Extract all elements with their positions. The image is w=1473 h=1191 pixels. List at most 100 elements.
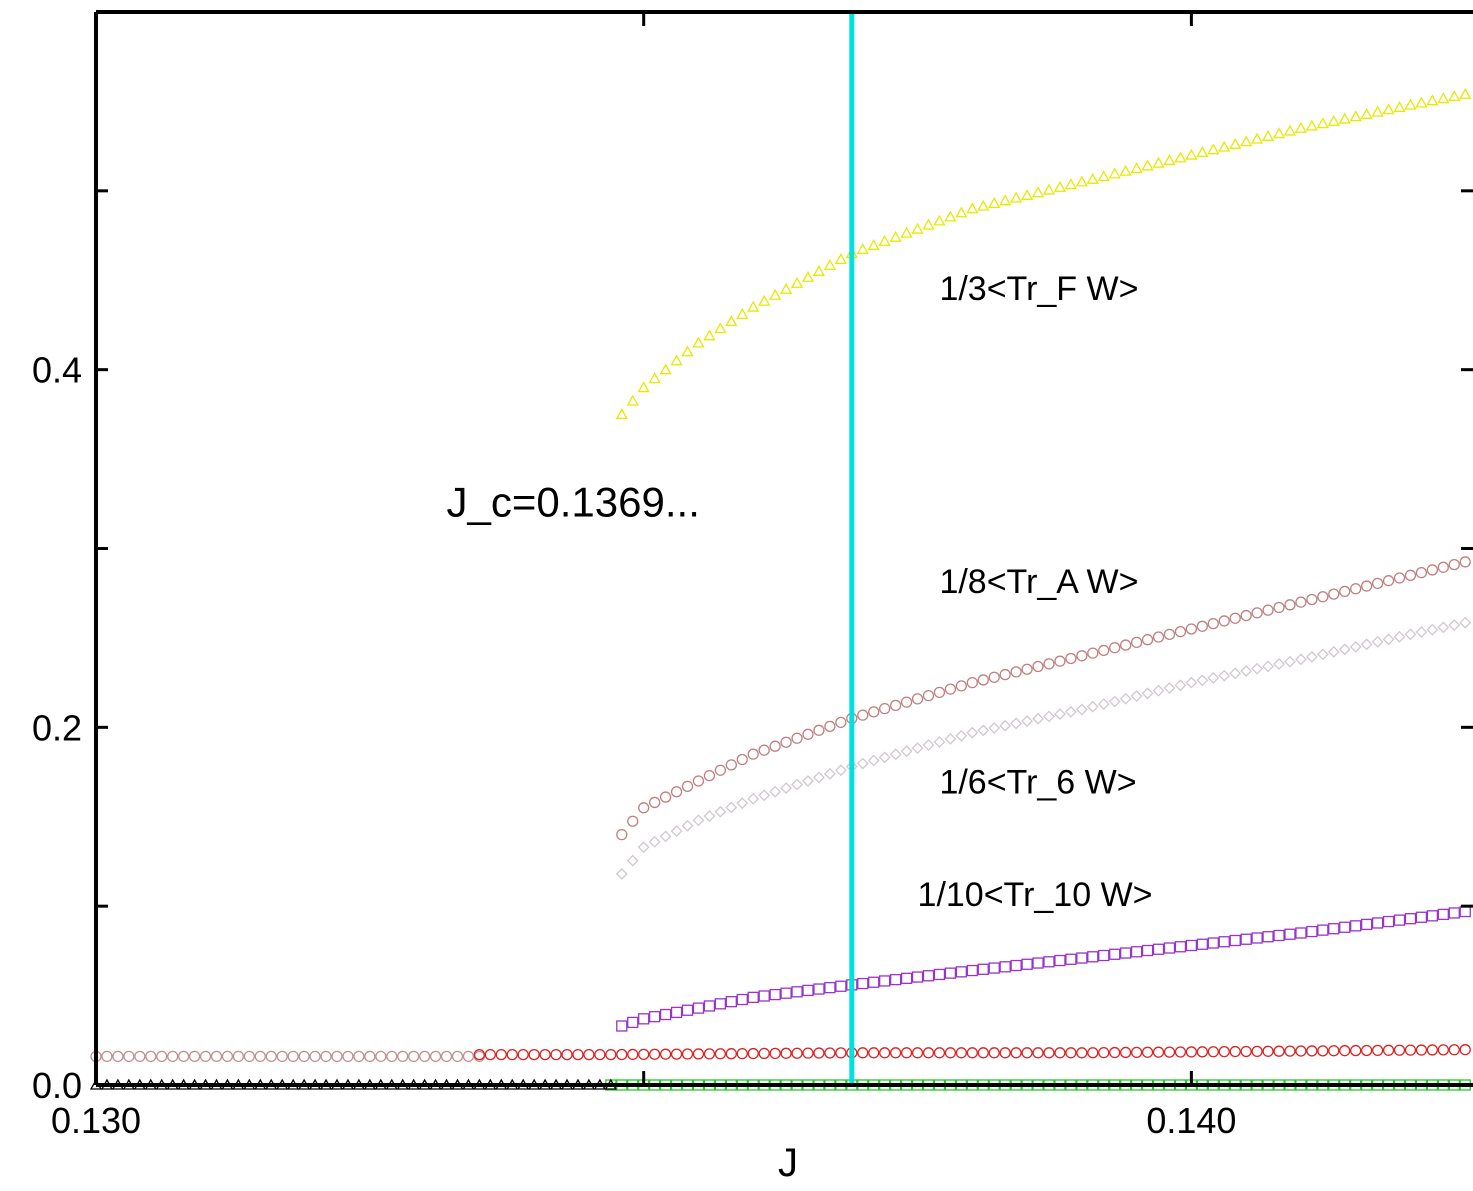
data-point (1174, 151, 1187, 163)
data-point (1284, 655, 1296, 668)
data-point (966, 964, 978, 977)
data-point (823, 767, 836, 780)
annotation-layer: 1/3<Tr_F W> J_c=0.1369... 1/8<Tr_A W> 1/6<T… (447, 270, 1153, 914)
data-point (1075, 175, 1088, 187)
data-point (791, 732, 803, 744)
data-point (1229, 1045, 1241, 1058)
data-point (1042, 183, 1056, 195)
data-point (539, 1048, 551, 1061)
data-point (835, 980, 847, 992)
data-point (583, 1048, 595, 1061)
data-point (747, 991, 759, 1004)
data-point (1382, 633, 1395, 646)
data-point (1360, 580, 1373, 592)
data-point (714, 1048, 727, 1060)
data-point (1426, 910, 1439, 922)
data-point (1404, 628, 1417, 641)
y-tick-label: 0.2 (32, 707, 82, 748)
data-point (1130, 946, 1143, 958)
data-point (648, 1048, 661, 1060)
data-point (1043, 710, 1055, 723)
data-point (944, 1047, 957, 1059)
data-point (1054, 954, 1066, 967)
data-point (1360, 638, 1373, 651)
data-point (1317, 1045, 1329, 1057)
data-point (736, 993, 748, 1006)
data-point (1262, 660, 1274, 673)
data-point (1393, 572, 1406, 584)
data-point (1141, 634, 1154, 646)
data-point (1174, 679, 1187, 692)
data-point (1251, 1045, 1263, 1058)
data-point (670, 1006, 683, 1019)
data-point (725, 315, 738, 327)
data-point (1196, 1046, 1208, 1058)
data-point (1459, 556, 1471, 568)
data-point (999, 719, 1012, 732)
data-point (1350, 920, 1362, 932)
data-point (1010, 666, 1022, 678)
data-point (1262, 931, 1274, 943)
data-point (900, 745, 913, 758)
data-point (1021, 958, 1033, 970)
data-point (681, 345, 694, 357)
data-point (1229, 934, 1241, 947)
data-point (1273, 658, 1285, 670)
data-point (714, 805, 727, 818)
data-point (1448, 1044, 1460, 1056)
data-point (1327, 645, 1340, 658)
data-point (1371, 577, 1384, 590)
data-point (495, 1048, 507, 1061)
x-axis-label: J (778, 1141, 798, 1185)
data-point (889, 1047, 902, 1059)
data-point (868, 976, 880, 988)
data-point (977, 674, 989, 686)
data-point (780, 1047, 792, 1059)
data-point (1437, 908, 1449, 921)
data-point (769, 785, 782, 798)
data-point (1098, 644, 1110, 657)
data-point (353, 1050, 365, 1063)
data-point (243, 1050, 256, 1063)
data-point (802, 984, 814, 997)
data-point (1251, 132, 1264, 144)
data-point (440, 1050, 453, 1063)
data-point (1054, 655, 1066, 667)
data-point (1306, 1045, 1318, 1057)
data-point (802, 1047, 814, 1059)
data-point (834, 253, 847, 265)
data-point (1032, 957, 1044, 969)
ticks-layer: 0.130 0.140 0.0 0.2 0.4 (32, 12, 1473, 1141)
data-point (1229, 137, 1242, 149)
data-point (1087, 951, 1099, 963)
data-point (177, 1050, 190, 1063)
data-point (747, 792, 760, 805)
data-point (670, 786, 683, 798)
data-point (265, 1050, 277, 1063)
data-point (1382, 103, 1395, 115)
data-point (747, 1047, 759, 1060)
data-point (1350, 583, 1362, 595)
x-tick-label: 0.130 (51, 1100, 141, 1141)
data-point (725, 759, 737, 771)
data-point (1273, 1045, 1285, 1057)
data-point (1065, 953, 1077, 965)
data-point (1120, 947, 1132, 959)
data-point (1327, 114, 1340, 126)
data-point (1207, 1046, 1219, 1058)
data-point (210, 1050, 223, 1063)
data-point (1020, 188, 1034, 200)
data-point (1032, 660, 1044, 673)
data-point (944, 683, 957, 695)
data-point (1349, 110, 1362, 122)
data-point (1141, 1046, 1154, 1058)
data-point (692, 1048, 705, 1060)
data-point (1010, 1047, 1022, 1059)
data-point (1339, 1045, 1351, 1057)
data-point (681, 819, 694, 832)
data-point (1415, 1044, 1428, 1056)
data-point (484, 1048, 496, 1061)
data-point (1196, 620, 1208, 632)
data-point (725, 996, 737, 1008)
data-point (1393, 1044, 1406, 1056)
